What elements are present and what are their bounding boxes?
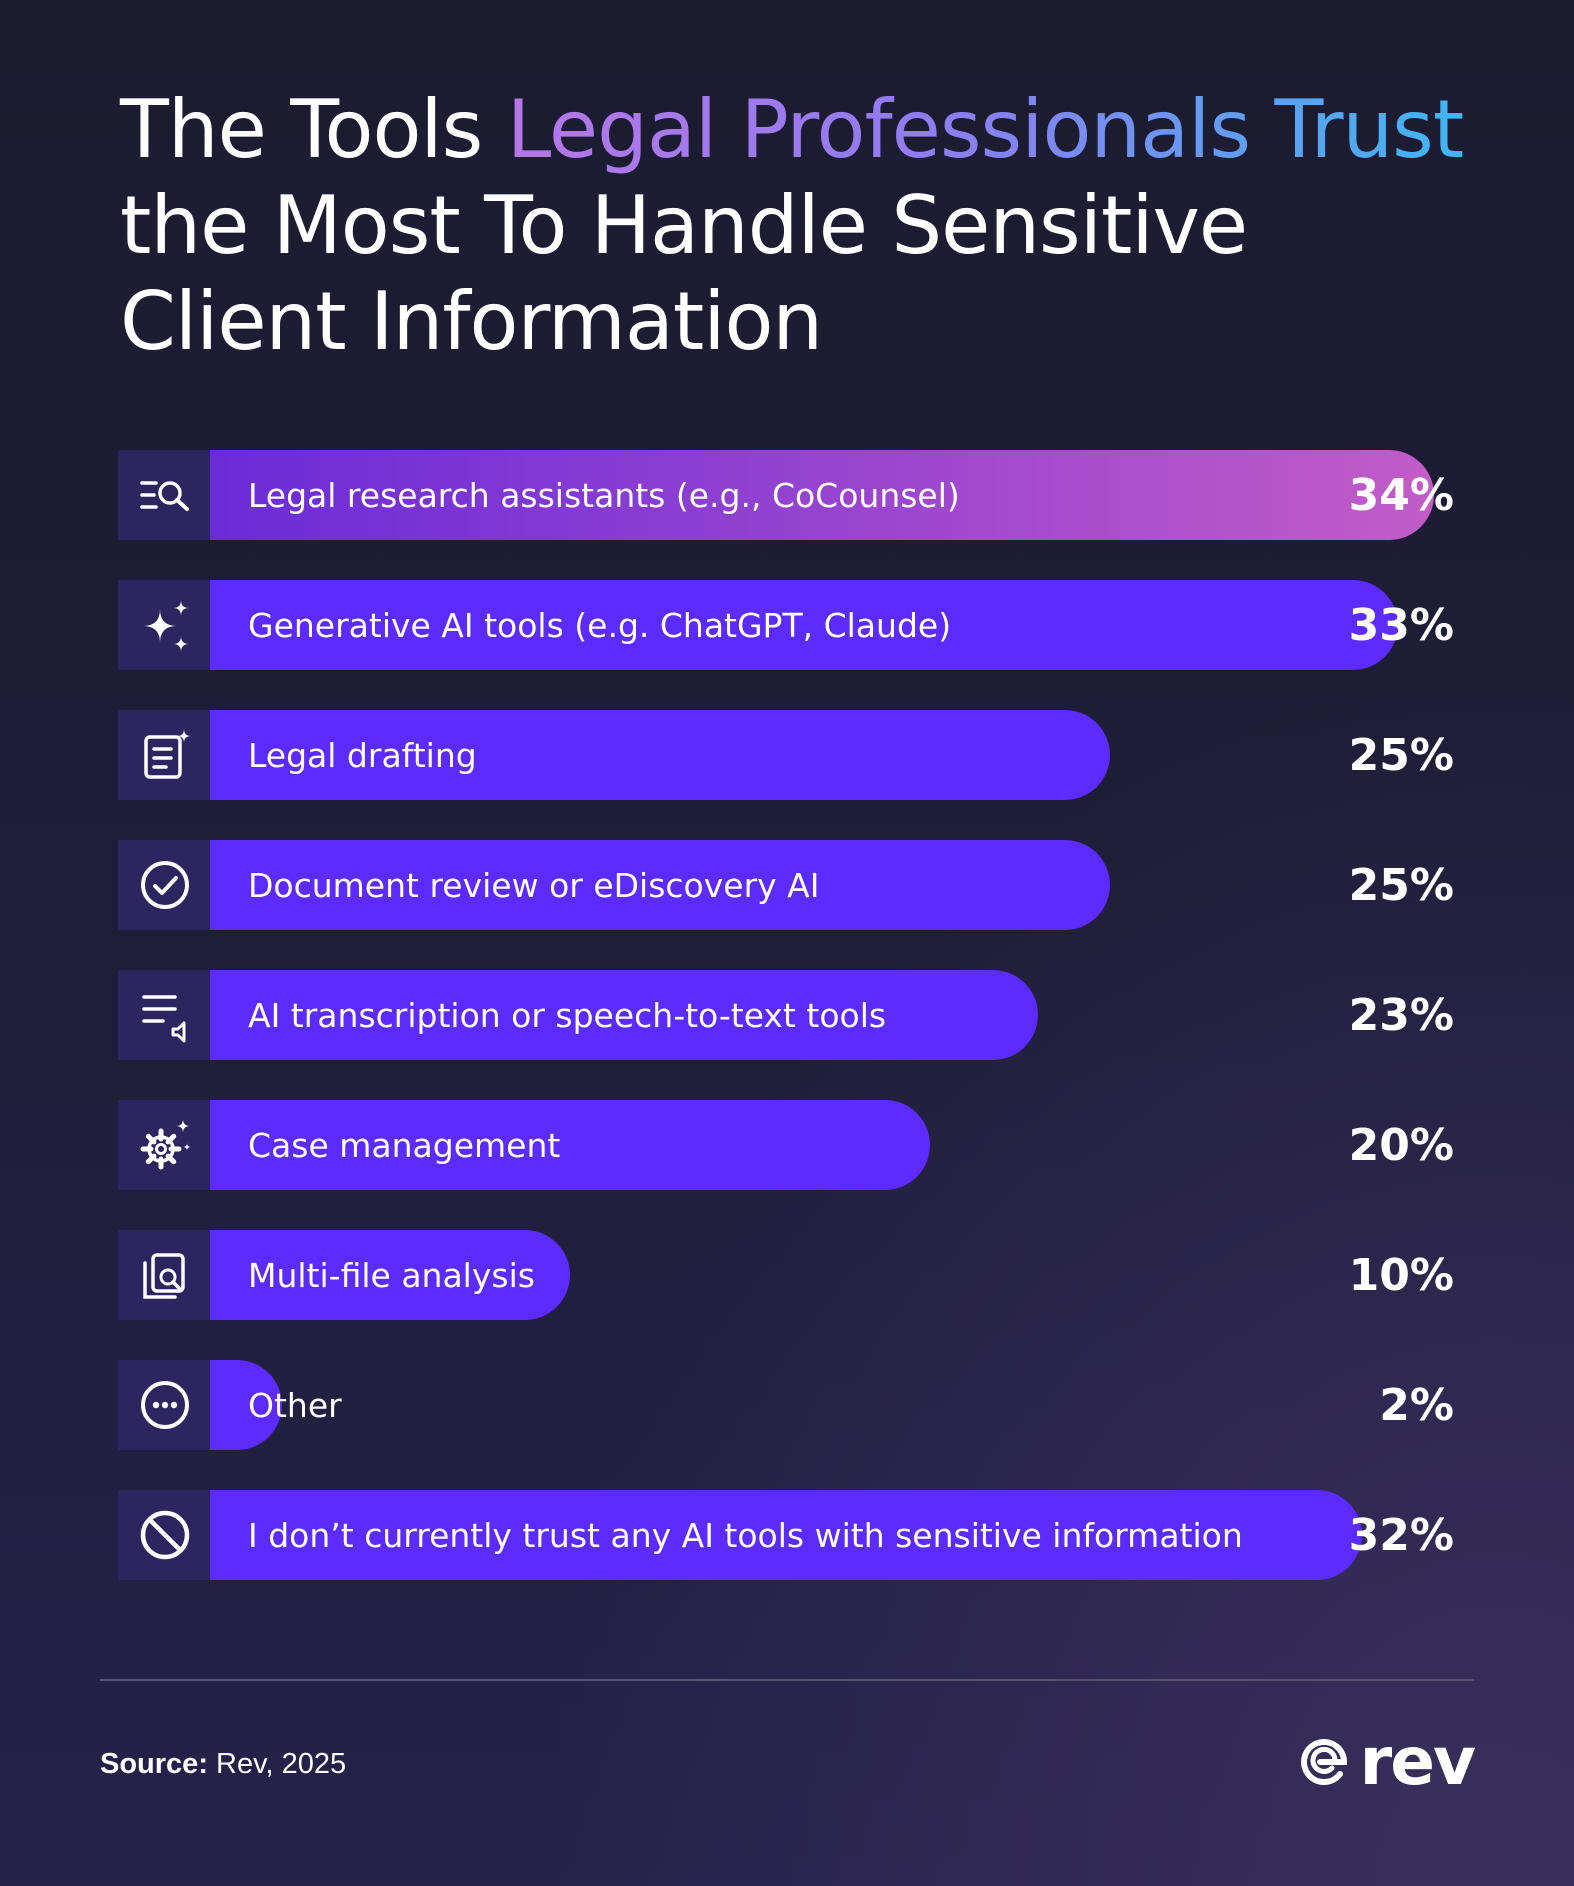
bar-label: Legal research assistants (e.g., CoCouns… [248, 476, 960, 515]
source-note: Source: Rev, 2025 [100, 1748, 346, 1781]
source-label: Source: [100, 1748, 208, 1780]
bar-label: Generative AI tools (e.g. ChatGPT, Claud… [248, 606, 951, 645]
icon-box [118, 710, 210, 800]
check-circle-icon [141, 861, 189, 909]
value-label: 34% [1349, 470, 1454, 521]
search-list-icon [140, 481, 189, 511]
bar [210, 1490, 1362, 1580]
sparkles-icon [143, 600, 189, 652]
bar-label: Legal drafting [248, 736, 477, 775]
bar-row: Other 2% [118, 1360, 1454, 1450]
value-label: 25% [1349, 860, 1454, 911]
source-text: Rev, 2025 [207, 1748, 347, 1780]
value-label: 23% [1349, 990, 1454, 1041]
gear-sparkle-icon [140, 1119, 191, 1170]
icon-box [118, 840, 210, 930]
rev-logo-icon [1300, 1739, 1347, 1785]
footer-divider [100, 1679, 1474, 1681]
icon-box [118, 970, 210, 1060]
bar-row: AI transcription or speech-to-text tools… [118, 970, 1454, 1060]
value-label: 25% [1349, 730, 1454, 781]
prohibited-icon [140, 1510, 190, 1560]
value-label: 2% [1379, 1380, 1454, 1431]
more-circle-icon [141, 1381, 189, 1429]
bar [210, 580, 1398, 670]
bar [210, 1360, 282, 1450]
title-line-2: the Most To Handle Sensitive [120, 179, 1248, 272]
icon-box [118, 1230, 210, 1320]
bar [210, 840, 1110, 930]
bar [210, 1100, 930, 1190]
value-label: 32% [1349, 1510, 1454, 1561]
bar-label: Case management [248, 1126, 560, 1165]
bar-row: Document review or eDiscovery AI 25% [118, 840, 1454, 930]
bar-label: Other [248, 1386, 342, 1425]
bar-row: Legal drafting 25% [118, 710, 1454, 800]
bar-row: Multi-file analysis 10% [118, 1230, 1454, 1320]
value-label: 33% [1349, 600, 1454, 651]
bar [210, 970, 1038, 1060]
bar-label: Document review or eDiscovery AI [248, 866, 819, 905]
rev-logo: rev [1300, 1722, 1476, 1802]
title-line-3: Client Information [120, 275, 823, 368]
bar [210, 710, 1110, 800]
title-part-1: The Tools [120, 83, 507, 176]
bar [210, 450, 1434, 540]
bar [210, 1230, 570, 1320]
bar-row: Case management 20% [118, 1100, 1454, 1190]
bar-row: Legal research assistants (e.g., CoCouns… [118, 450, 1454, 540]
files-search-icon [143, 1253, 185, 1299]
transcript-audio-icon [142, 995, 186, 1043]
icon-box [118, 450, 210, 540]
bar-label: I don’t currently trust any AI tools wit… [248, 1516, 1243, 1555]
value-label: 10% [1349, 1250, 1454, 1301]
bar-label: Multi-file analysis [248, 1256, 535, 1295]
bar-chart: Legal research assistants (e.g., CoCouns… [118, 450, 1454, 1580]
logo-text: rev [1359, 1723, 1476, 1800]
bar-row: Generative AI tools (e.g. ChatGPT, Claud… [118, 580, 1454, 670]
chart-title: The Tools Legal Professionals Trust the … [120, 82, 1480, 370]
document-edit-icon [144, 729, 191, 779]
title-accent: Legal Professionals Trust [506, 83, 1464, 176]
bar-row: I don’t currently trust any AI tools wit… [118, 1490, 1454, 1580]
value-label: 20% [1349, 1120, 1454, 1171]
bar-label: AI transcription or speech-to-text tools [248, 996, 886, 1035]
